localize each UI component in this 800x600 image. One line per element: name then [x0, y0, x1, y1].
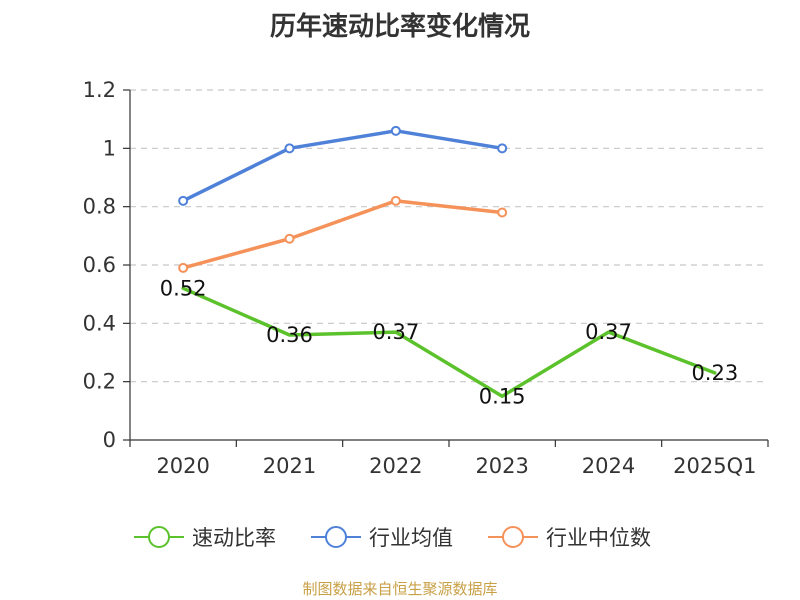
data-point — [390, 195, 401, 206]
series-lines — [178, 125, 717, 398]
data-label: 0.52 — [160, 276, 207, 300]
legend-swatch — [311, 526, 361, 548]
line-chart: 0 0.2 0.4 0.6 0.8 1 1.2 2020 2021 2022 2023 2024 202… — [83, 78, 769, 478]
legend-swatch — [488, 526, 538, 548]
data-labels: 0.52 0.36 0.37 0.15 0.37 0.23 — [160, 276, 738, 408]
x-tick-label: 2022 — [369, 454, 422, 478]
series-line-2 — [181, 129, 504, 203]
data-point — [497, 143, 508, 154]
x-tick-label: 2024 — [582, 454, 635, 478]
legend-item-1[interactable]: 速动比率 — [134, 520, 276, 554]
source-note: 制图数据来自恒生聚源数据库 — [302, 580, 498, 598]
data-point — [284, 143, 295, 154]
legend-swatch — [134, 526, 184, 548]
legend-label: 行业均值 — [369, 526, 453, 550]
axes: 0 0.2 0.4 0.6 0.8 1 1.2 2020 2021 2022 2023 2024 202… — [83, 78, 769, 478]
data-point — [178, 262, 189, 273]
data-point — [390, 125, 401, 136]
legend: 速动比率 行业均值 行业中位数 — [0, 520, 800, 554]
y-tick-label: 0.8 — [83, 195, 116, 219]
legend-label: 行业中位数 — [546, 526, 651, 550]
legend-item-3[interactable]: 行业中位数 — [488, 520, 651, 554]
data-label: 0.37 — [585, 320, 632, 344]
x-tick-label: 2021 — [263, 454, 316, 478]
y-tick-label: 0.2 — [83, 370, 116, 394]
data-point — [497, 207, 508, 218]
grid-lines — [130, 89, 768, 383]
data-point — [178, 195, 189, 206]
data-point — [284, 233, 295, 244]
x-tick-label: 2025Q1 — [673, 454, 756, 478]
data-label: 0.15 — [479, 384, 526, 408]
y-tick-label: 0.4 — [83, 311, 116, 335]
y-tick-label: 0.6 — [83, 253, 116, 277]
data-label: 0.23 — [691, 361, 738, 385]
series-line-3 — [181, 199, 504, 270]
x-tick-label: 2023 — [475, 454, 528, 478]
x-tick-label: 2020 — [156, 454, 209, 478]
legend-label: 速动比率 — [192, 526, 276, 550]
series-line-1 — [181, 286, 717, 398]
chart-title: 历年速动比率变化情况 — [269, 12, 530, 42]
data-label: 0.36 — [266, 323, 313, 347]
legend-item-2[interactable]: 行业均值 — [311, 520, 453, 554]
y-tick-label: 0 — [103, 428, 116, 452]
y-tick-label: 1.2 — [83, 78, 116, 102]
y-tick-label: 1 — [103, 136, 116, 160]
data-label: 0.37 — [372, 320, 419, 344]
